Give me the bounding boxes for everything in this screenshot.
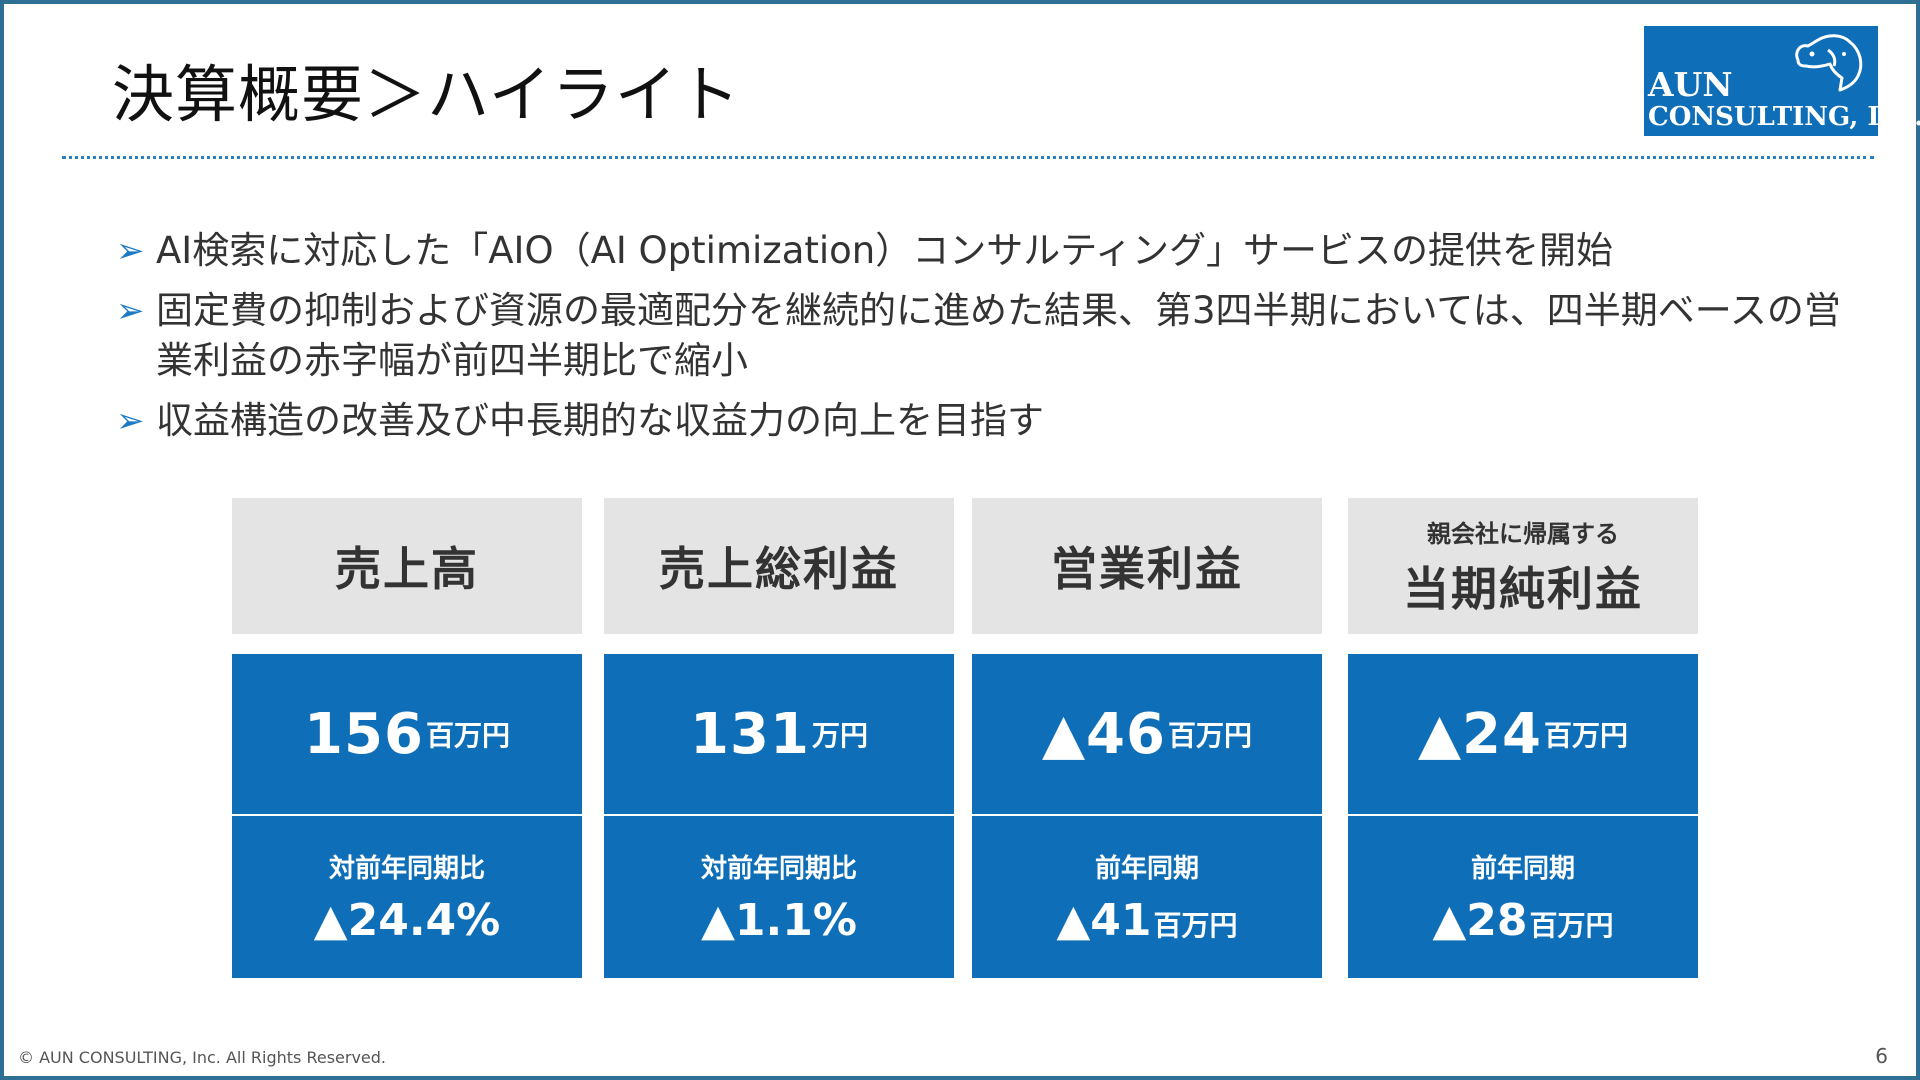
page-number: 6	[1875, 1044, 1888, 1068]
card-subtitle: 親会社に帰属する	[1427, 519, 1619, 548]
footer-copyright: © AUN CONSULTING, Inc. All Rights Reserv…	[18, 1048, 386, 1067]
card-header-operating-profit: 営業利益	[972, 498, 1322, 634]
card-value: ▲46	[1041, 701, 1166, 767]
arrow-bullet-icon: ➢	[116, 291, 145, 331]
bullet-text: AI検索に対応した「AIO（AI Optimization）コンサルティング」サ…	[156, 229, 1614, 272]
bullet-text: 固定費の抑制および資源の最適配分を継続的に進めた結果、第3四半期においては、四半…	[156, 289, 1841, 382]
card-compare-revenue: 対前年同期比 ▲24.4%	[232, 816, 582, 978]
compare-label: 対前年同期比	[700, 854, 857, 884]
card-value-gross-profit: 131 万円	[604, 654, 954, 814]
card-value: ▲24	[1417, 701, 1542, 767]
card-value-revenue: 156 百万円	[232, 654, 582, 814]
card-value-unit: 百万円	[1167, 719, 1252, 752]
logo-line2: CONSULTING, Inc.	[1648, 102, 1920, 132]
compare-label: 前年同期	[1094, 854, 1199, 884]
card-value-net-income: ▲24 百万円	[1348, 654, 1698, 814]
card-compare-gross-profit: 対前年同期比 ▲1.1%	[604, 816, 954, 978]
bullet-item: ➢ AI検索に対応した「AIO（AI Optimization）コンサルティング…	[116, 226, 1876, 276]
bullet-text: 収益構造の改善及び中長期的な収益力の向上を目指す	[156, 399, 1044, 442]
title-divider	[62, 156, 1874, 159]
arrow-bullet-icon: ➢	[116, 231, 145, 271]
page-title: 決算概要＞ハイライト	[112, 58, 741, 131]
compare-label: 対前年同期比	[328, 854, 485, 884]
compare-value: ▲1.1%	[701, 895, 857, 946]
card-value: 131	[690, 701, 810, 767]
card-value-unit: 百万円	[425, 719, 510, 752]
card-title: 営業利益	[1051, 542, 1243, 596]
card-value: 156	[304, 701, 424, 767]
card-title: 売上総利益	[659, 542, 899, 596]
compare-unit: 百万円	[1153, 909, 1238, 942]
bullet-item: ➢ 収益構造の改善及び中長期的な収益力の向上を目指す	[116, 396, 1876, 446]
card-value-unit: 百万円	[1543, 719, 1628, 752]
card-compare-net-income: 前年同期 ▲28百万円	[1348, 816, 1698, 978]
arrow-bullet-icon: ➢	[116, 401, 145, 441]
card-header-net-income: 親会社に帰属する 当期純利益	[1348, 498, 1698, 634]
company-logo: AUN CONSULTING, Inc.	[1644, 26, 1920, 136]
compare-value: ▲24.4%	[313, 895, 501, 946]
compare-value: ▲41	[1056, 895, 1152, 946]
bullet-list: ➢ AI検索に対応した「AIO（AI Optimization）コンサルティング…	[116, 226, 1876, 456]
logo-line1: AUN	[1648, 65, 1733, 104]
compare-unit: 百万円	[1529, 909, 1614, 942]
card-title: 当期純利益	[1403, 561, 1643, 616]
card-header-revenue: 売上高	[232, 498, 582, 634]
compare-value: ▲28	[1432, 895, 1528, 946]
bullet-item: ➢ 固定費の抑制および資源の最適配分を継続的に進めた結果、第3四半期においては、…	[116, 286, 1876, 386]
card-compare-operating-profit: 前年同期 ▲41百万円	[972, 816, 1322, 978]
card-value-operating-profit: ▲46 百万円	[972, 654, 1322, 814]
card-header-gross-profit: 売上総利益	[604, 498, 954, 634]
card-value-unit: 万円	[811, 719, 868, 752]
compare-label: 前年同期	[1470, 854, 1575, 884]
card-title: 売上高	[335, 542, 479, 596]
dog-head-icon	[1795, 34, 1863, 92]
